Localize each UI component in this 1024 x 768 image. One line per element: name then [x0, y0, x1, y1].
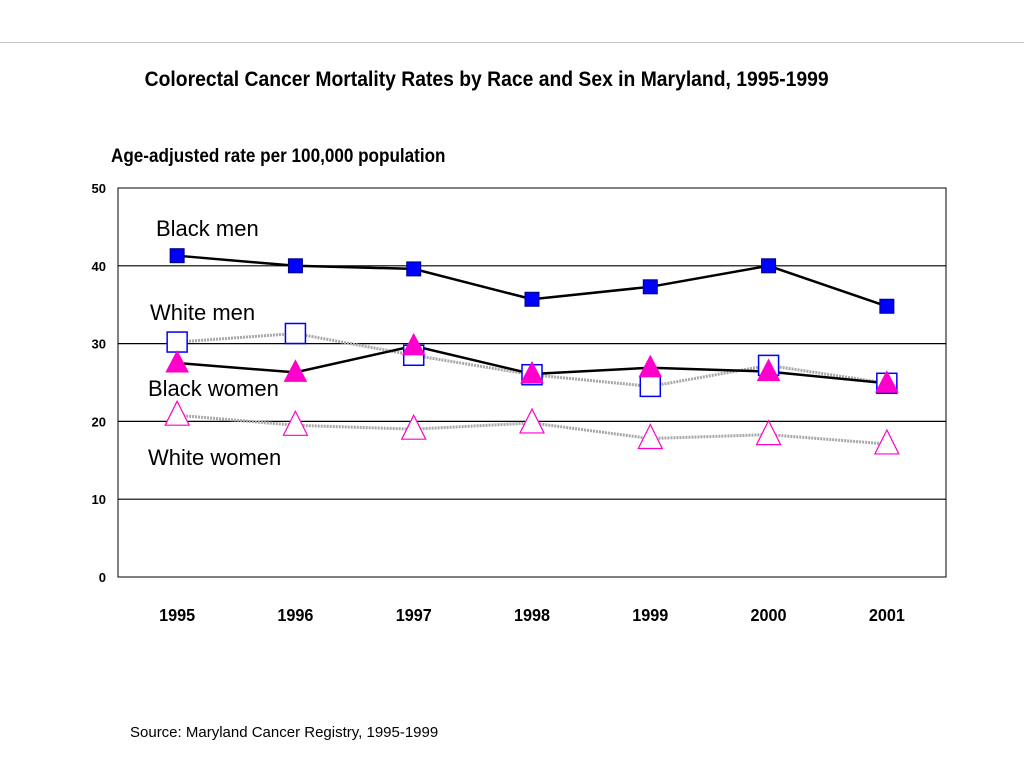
y-tick-label: 20: [92, 414, 106, 429]
point-black-women: [283, 359, 308, 382]
point-black-women: [165, 349, 189, 373]
point-white-women: [873, 428, 900, 455]
x-tick-label: 1996: [277, 605, 313, 625]
point-black-men: [524, 291, 540, 307]
point-black-women: [520, 360, 544, 384]
source-note: Source: Maryland Cancer Registry, 1995-1…: [130, 724, 439, 741]
point-white-women: [400, 413, 427, 440]
point-black-men: [406, 261, 422, 277]
point-black-men: [642, 279, 658, 295]
point-white-women: [164, 399, 191, 426]
point-black-women: [756, 358, 781, 382]
top-divider: [0, 42, 1024, 43]
y-tick-label: 10: [92, 492, 106, 507]
point-black-men: [287, 258, 303, 274]
x-tick-label: 1997: [396, 605, 432, 625]
point-black-women: [638, 354, 663, 378]
chart-title: Colorectal Cancer Mortality Rates by Rac…: [144, 68, 829, 91]
point-black-women: [875, 370, 899, 393]
y-tick-label: 50: [92, 181, 106, 196]
point-black-women: [401, 332, 426, 356]
point-white-women: [282, 409, 309, 436]
point-black-men: [879, 298, 895, 314]
y-tick-label: 0: [99, 570, 106, 585]
x-tick-label: 2000: [751, 605, 787, 625]
point-black-men: [761, 258, 777, 274]
y-tick-label: 40: [92, 259, 106, 274]
point-white-women: [519, 407, 545, 434]
point-white-women: [755, 419, 782, 446]
x-tick-label: 1999: [632, 605, 668, 625]
point-black-men: [169, 248, 185, 264]
x-tick-label: 1995: [159, 605, 195, 625]
point-white-men: [166, 331, 188, 353]
series-label-white-men: White men: [150, 300, 255, 325]
point-white-men: [284, 322, 307, 345]
x-tick-label: 2001: [869, 605, 905, 625]
series-label-black-men: Black men: [156, 216, 259, 241]
y-axis-label: Age-adjusted rate per 100,000 population: [111, 146, 446, 167]
y-tick-label: 30: [92, 337, 106, 352]
series-label-white-women: White women: [148, 445, 281, 470]
series-label-black-women: Black women: [148, 376, 279, 401]
point-white-women: [637, 423, 664, 450]
x-tick-label: 1998: [514, 605, 550, 625]
point-white-men: [639, 375, 662, 398]
